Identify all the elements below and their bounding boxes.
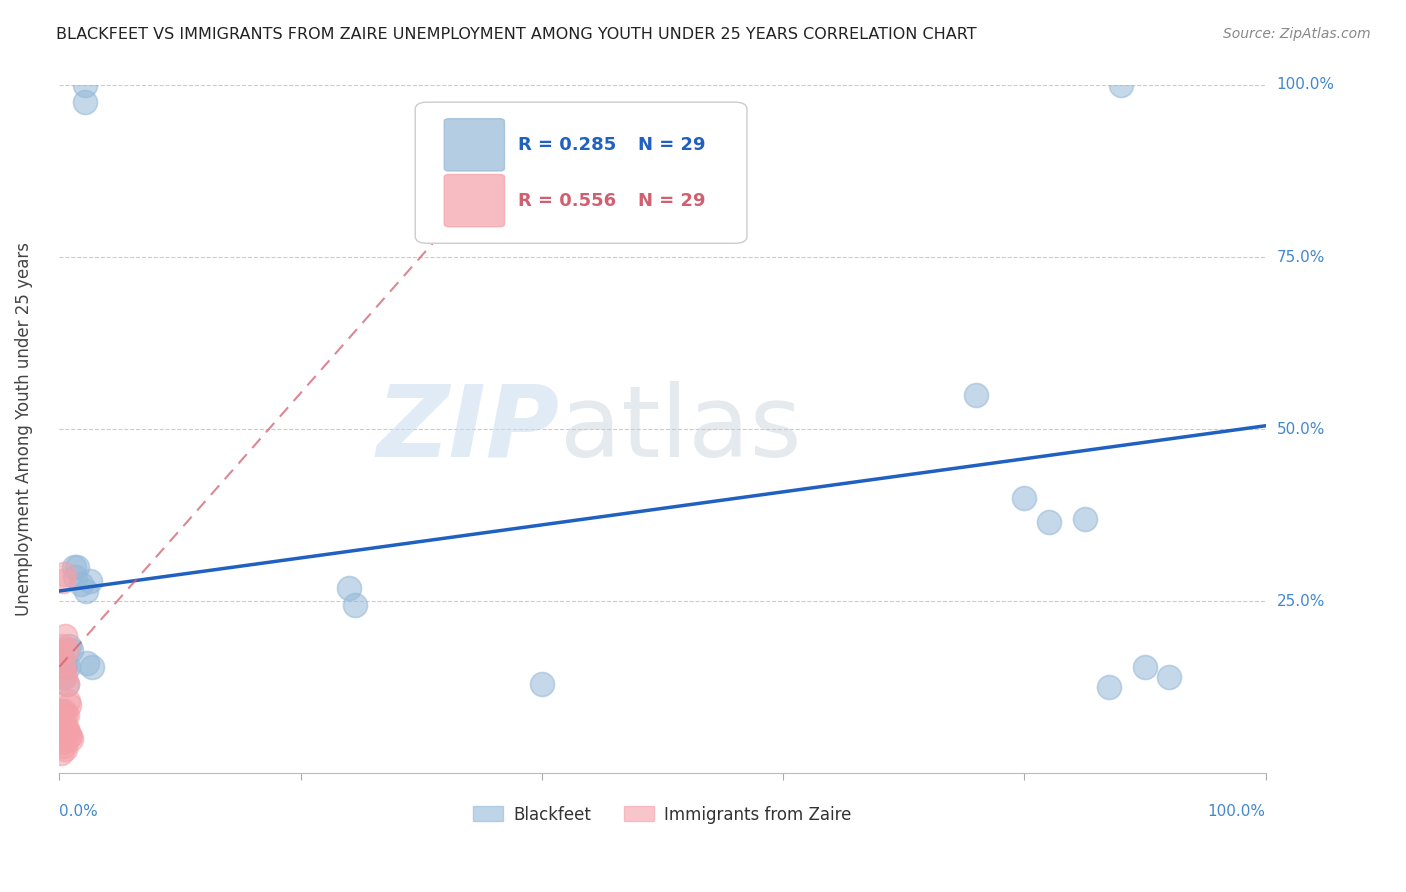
Text: Source: ZipAtlas.com: Source: ZipAtlas.com xyxy=(1223,27,1371,41)
Point xyxy=(66,560,89,574)
Point xyxy=(1098,681,1121,695)
Point xyxy=(52,657,75,671)
Point xyxy=(70,577,93,591)
Text: 25.0%: 25.0% xyxy=(1277,594,1324,609)
Point xyxy=(52,718,75,732)
Point xyxy=(51,711,73,725)
Text: ZIP: ZIP xyxy=(377,381,560,478)
FancyBboxPatch shape xyxy=(444,175,505,227)
Point xyxy=(58,729,80,743)
Text: 75.0%: 75.0% xyxy=(1277,250,1324,265)
Point xyxy=(55,677,77,691)
Point xyxy=(53,705,76,719)
Point xyxy=(53,663,76,677)
Point xyxy=(56,659,79,673)
Point xyxy=(55,722,77,736)
Text: 100.0%: 100.0% xyxy=(1277,78,1334,93)
Point xyxy=(63,570,86,584)
Point xyxy=(56,725,79,739)
Point xyxy=(51,705,73,719)
Point xyxy=(73,95,96,110)
Point xyxy=(63,560,86,574)
Point xyxy=(58,639,80,653)
Text: R = 0.556: R = 0.556 xyxy=(517,192,616,210)
Point xyxy=(55,722,77,736)
Point xyxy=(79,574,101,588)
Point xyxy=(73,78,96,92)
Point xyxy=(1133,659,1156,673)
Y-axis label: Unemployment Among Youth under 25 years: Unemployment Among Youth under 25 years xyxy=(15,243,32,616)
Text: BLACKFEET VS IMMIGRANTS FROM ZAIRE UNEMPLOYMENT AMONG YOUTH UNDER 25 YEARS CORRE: BLACKFEET VS IMMIGRANTS FROM ZAIRE UNEMP… xyxy=(56,27,977,42)
FancyBboxPatch shape xyxy=(415,103,747,244)
Point xyxy=(55,670,77,684)
Point xyxy=(55,707,77,722)
Point xyxy=(337,581,360,595)
Point xyxy=(76,657,98,671)
Point xyxy=(51,639,73,653)
Point xyxy=(55,677,77,691)
Text: 100.0%: 100.0% xyxy=(1208,804,1265,819)
Point xyxy=(55,742,77,756)
Point xyxy=(1014,491,1036,505)
Point xyxy=(52,735,75,749)
Point xyxy=(55,642,77,657)
Point xyxy=(530,677,553,691)
Text: R = 0.285: R = 0.285 xyxy=(517,136,616,153)
Point xyxy=(55,659,77,673)
Text: atlas: atlas xyxy=(560,381,801,478)
Point xyxy=(1038,515,1060,529)
Point xyxy=(53,739,76,753)
Point xyxy=(55,707,77,722)
FancyBboxPatch shape xyxy=(444,119,505,171)
Point xyxy=(53,566,76,581)
Point xyxy=(53,659,76,673)
Legend: Blackfeet, Immigrants from Zaire: Blackfeet, Immigrants from Zaire xyxy=(474,805,852,823)
Point xyxy=(56,694,79,708)
Text: 0.0%: 0.0% xyxy=(59,804,98,819)
Point xyxy=(80,659,103,673)
Point xyxy=(965,388,987,402)
Point xyxy=(75,584,97,599)
Point xyxy=(55,629,77,643)
Text: N = 29: N = 29 xyxy=(638,192,706,210)
Point xyxy=(52,670,75,684)
Point xyxy=(53,718,76,732)
Point xyxy=(49,646,72,660)
Point xyxy=(51,731,73,746)
Point xyxy=(1159,670,1181,684)
Point xyxy=(52,574,75,588)
Point xyxy=(49,746,72,760)
Text: N = 29: N = 29 xyxy=(638,136,706,153)
Point xyxy=(343,598,366,612)
Point xyxy=(60,731,83,746)
Point xyxy=(1109,78,1132,92)
Point xyxy=(58,698,80,712)
Point xyxy=(60,642,83,657)
Point xyxy=(59,729,82,743)
Text: 50.0%: 50.0% xyxy=(1277,422,1324,437)
Point xyxy=(1073,511,1095,525)
